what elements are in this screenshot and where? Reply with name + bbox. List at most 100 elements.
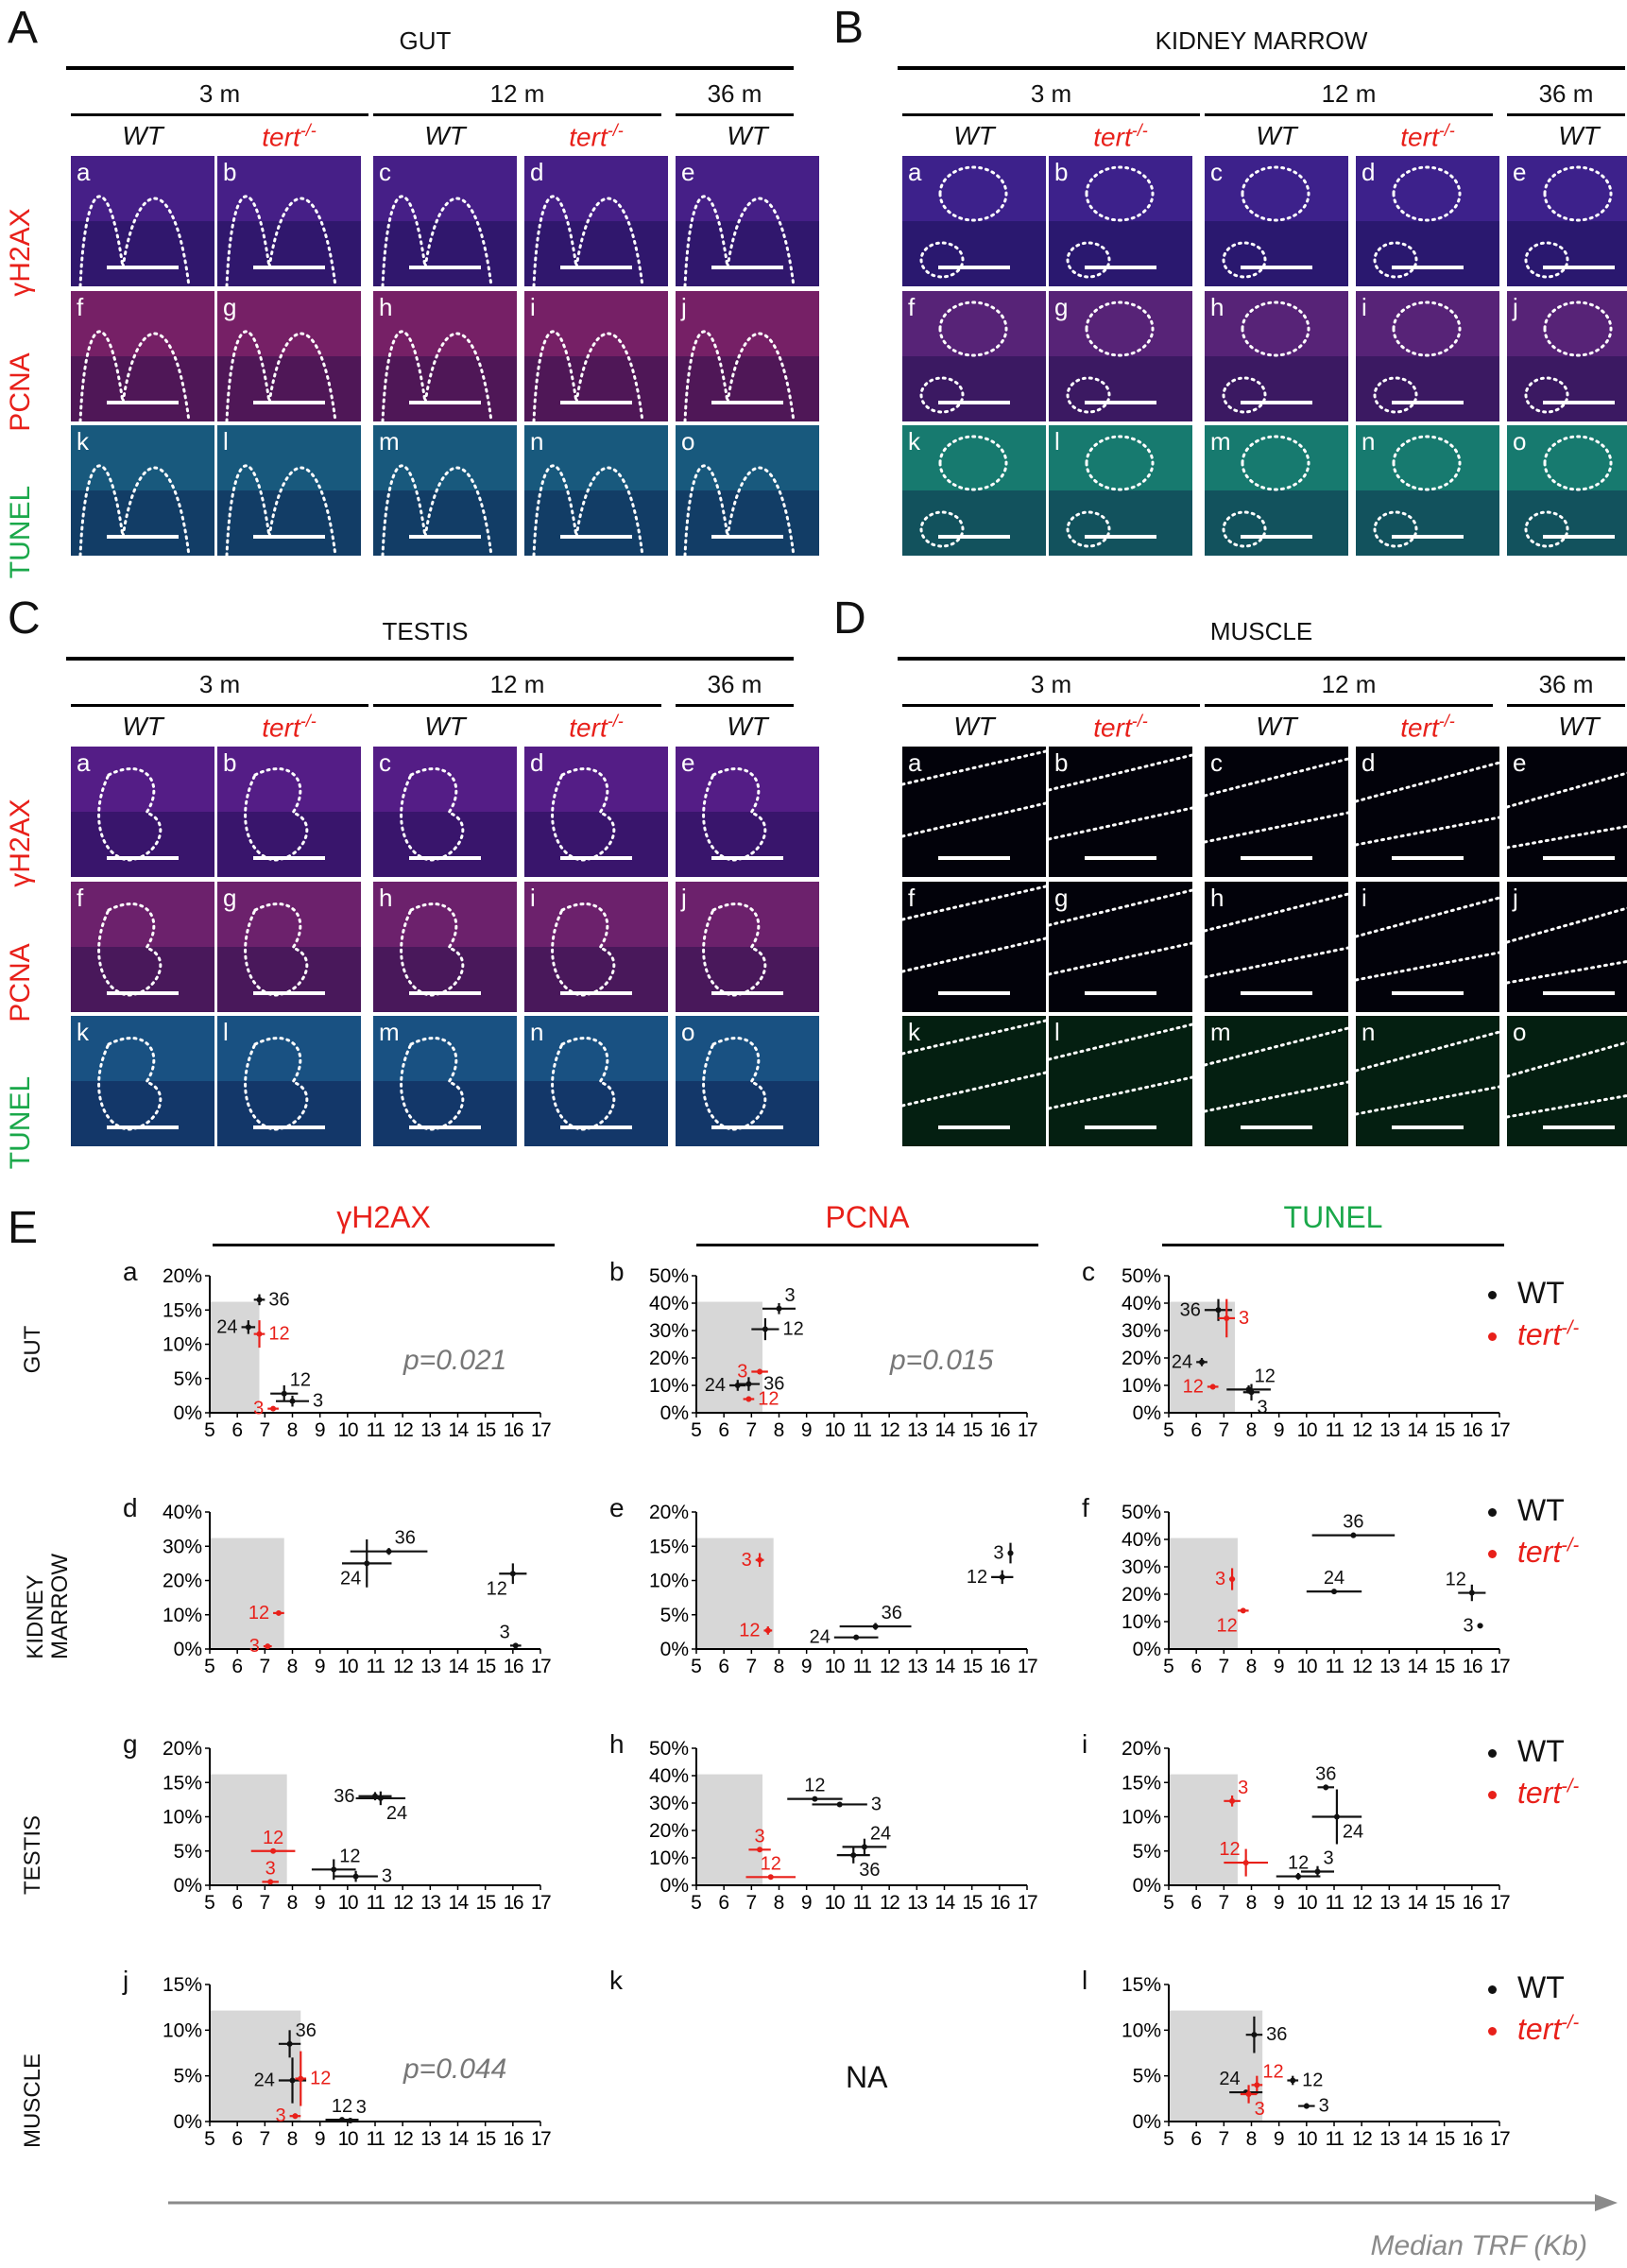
tile-background — [1356, 747, 1499, 877]
x-tick-label: 12 — [393, 1656, 413, 1677]
age-label: 3 m — [1030, 79, 1072, 108]
scale-bar — [409, 1125, 481, 1129]
y-tick-label: 10% — [163, 2019, 202, 2041]
chart-letter: l — [1082, 1966, 1088, 1995]
micrograph-tile: b — [217, 156, 361, 286]
x-tick-label: 17 — [1490, 2128, 1510, 2150]
tile-letter: i — [530, 293, 536, 321]
point-age-label: 12 — [290, 1370, 311, 1391]
tile-background — [217, 291, 361, 421]
point-age-label: 12 — [1219, 1839, 1240, 1860]
point-marker — [1314, 1868, 1321, 1875]
title-rule — [66, 657, 794, 661]
legend-dot-wt — [1488, 1985, 1497, 1995]
scale-bar — [253, 856, 325, 860]
point-marker — [1245, 2091, 1252, 2097]
point-age-label: 12 — [967, 1567, 987, 1588]
tile-shadow — [524, 812, 668, 877]
micrograph-tile: f — [902, 291, 1046, 421]
micrograph-tile: o — [676, 1016, 819, 1146]
genotype-superscript: -/- — [1438, 121, 1455, 140]
y-tick-label: 20% — [1122, 1348, 1161, 1369]
scale-bar — [1392, 401, 1464, 404]
x-tick-label: 15 — [1434, 2128, 1454, 2150]
genotype-label: tert-/- — [1356, 121, 1499, 152]
tile-letter: j — [1513, 293, 1518, 321]
tissue-outline — [1049, 1022, 1192, 1110]
point-marker — [1199, 1359, 1205, 1366]
point-age-label: 12 — [310, 2069, 331, 2089]
tile-texture — [71, 156, 214, 286]
x-tick-label: 17 — [531, 1892, 551, 1914]
tile-stain-tint — [524, 156, 668, 286]
point-marker — [265, 1643, 271, 1650]
p-value: p=0.015 — [890, 1345, 994, 1376]
x-tick-label: 10 — [1297, 2128, 1317, 2150]
micrograph-tile: c — [1205, 156, 1348, 286]
data-point: 12 — [967, 1567, 1014, 1588]
x-tick-label: 16 — [1463, 2128, 1482, 2150]
tile-shadow — [71, 490, 214, 556]
genotype-label: WT — [1205, 121, 1348, 151]
point-age-label: 36 — [1343, 1512, 1363, 1533]
tile-background — [373, 425, 517, 556]
data-point: 12 — [250, 1828, 296, 1854]
genotype-label: tert-/- — [1356, 712, 1499, 743]
tile-background — [71, 156, 214, 286]
scale-bar — [253, 401, 325, 404]
x-tick-label: 5 — [1163, 1656, 1174, 1677]
stain-row-label: PCNA — [5, 352, 36, 432]
x-tick-label: 11 — [853, 1656, 872, 1677]
tile-letter: i — [530, 884, 536, 912]
y-tick-label: 0% — [174, 1639, 202, 1660]
tile-letter: g — [1054, 884, 1069, 912]
data-point: 36 — [836, 1847, 881, 1881]
tile-shadow — [373, 947, 517, 1012]
micrograph-tile: n — [524, 1016, 668, 1146]
genotype-label: WT — [902, 712, 1046, 742]
tissue-outline — [551, 902, 616, 997]
legend-label-tert: tert — [1517, 1776, 1562, 1810]
tile-texture — [1049, 882, 1192, 1012]
genotype-label: tert-/- — [1049, 712, 1192, 743]
tissue-outline — [1066, 165, 1155, 279]
chart-letter: g — [123, 1729, 138, 1759]
genotype-text: tert — [262, 122, 300, 152]
genotype-text: tert — [1400, 122, 1439, 152]
tile-letter: o — [681, 1018, 695, 1046]
chart-letter: e — [609, 1493, 625, 1522]
point-age-label: 3 — [356, 2097, 367, 2118]
point-marker — [762, 1326, 768, 1332]
tile-background — [1049, 1016, 1192, 1146]
point-age-label: 3 — [742, 1550, 752, 1571]
micrograph-tile: m — [1205, 425, 1348, 556]
data-point: 24 — [254, 2057, 307, 2104]
tile-shadow — [71, 221, 214, 286]
micrograph-tile: f — [71, 291, 214, 421]
point-marker — [745, 1396, 752, 1402]
y-tick-label: 30% — [649, 1793, 689, 1814]
tile-texture — [1356, 425, 1499, 556]
tile-texture — [217, 882, 361, 1012]
tile-shadow — [676, 356, 819, 421]
tile-texture — [217, 291, 361, 421]
data-point: 3 — [1242, 1383, 1268, 1418]
legend-entry-tert: tert-/- — [1488, 1317, 1579, 1352]
tile-letter: e — [681, 748, 695, 777]
short-telomere-shade — [1169, 1301, 1235, 1413]
genotype-text: WT — [727, 121, 768, 150]
scale-bar — [1543, 1125, 1615, 1129]
tile-texture — [1356, 1016, 1499, 1146]
panel-c: C TESTIS 3 m 12 m 36 m WT tert-/- WT tert-/- WT γH… — [0, 591, 819, 1169]
data-point: 3 — [1218, 1298, 1249, 1338]
x-tick-label: 12 — [1352, 1656, 1372, 1677]
tile-stain-tint — [676, 291, 819, 421]
tile-letter: d — [1362, 158, 1376, 186]
point-marker — [275, 1609, 282, 1616]
tile-texture — [524, 291, 668, 421]
x-tick-label: 14 — [448, 1656, 469, 1677]
age-rule — [71, 113, 368, 116]
point-age-label: 12 — [1217, 1615, 1238, 1636]
genotype-text: WT — [1558, 121, 1600, 150]
x-tick-label: 8 — [1246, 1892, 1258, 1914]
